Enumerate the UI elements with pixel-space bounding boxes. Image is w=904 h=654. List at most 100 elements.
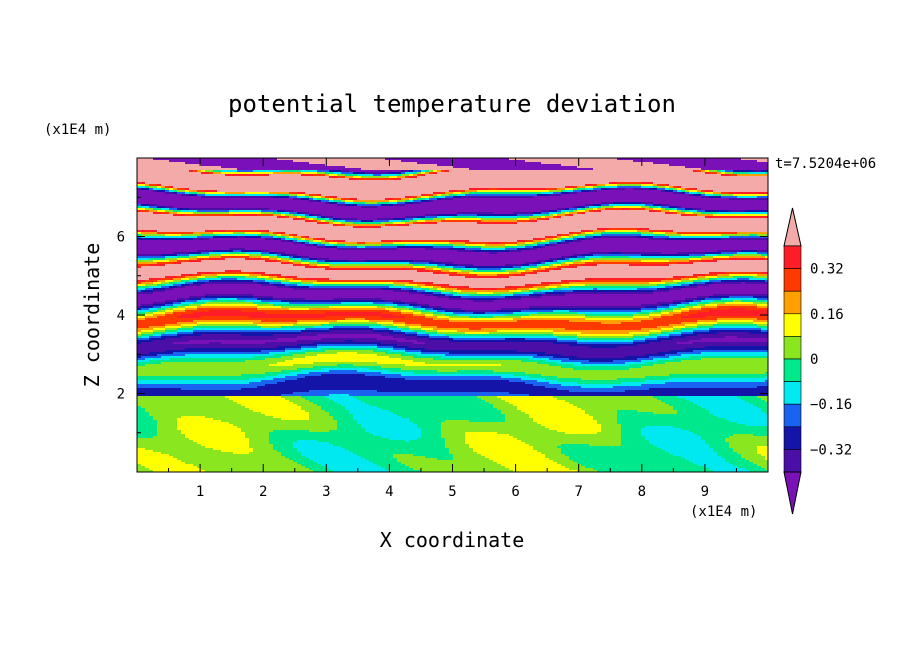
- contour-cell: [565, 172, 570, 175]
- contour-cell: [501, 166, 506, 169]
- contour-cell: [149, 160, 154, 163]
- contour-cell: [241, 174, 246, 177]
- contour-cell: [577, 174, 582, 177]
- contour-cell: [373, 160, 378, 163]
- contour-cell: [729, 170, 734, 173]
- contour-cell: [621, 170, 626, 173]
- contour-cell: [493, 158, 498, 161]
- contour-cell: [149, 168, 154, 171]
- contour-cell: [185, 158, 190, 161]
- contour-cell: [517, 164, 522, 167]
- contour-cell: [697, 160, 702, 163]
- contour-cell: [545, 172, 550, 175]
- contour-cell: [433, 162, 438, 165]
- contour-cell: [273, 172, 278, 175]
- contour-cell: [621, 172, 626, 175]
- contour-cell: [313, 172, 318, 175]
- contour-cell: [141, 160, 146, 163]
- contour-cell: [189, 168, 194, 171]
- contour-cell: [349, 168, 354, 171]
- contour-cell: [201, 172, 206, 175]
- contour-cell: [461, 172, 466, 175]
- contour-cell: [137, 162, 142, 165]
- contour-cell: [749, 164, 754, 167]
- contour-cell: [269, 160, 274, 163]
- contour-cell: [301, 162, 306, 165]
- contour-cell: [737, 162, 742, 165]
- contour-cell: [305, 172, 310, 175]
- contour-cell: [369, 174, 374, 177]
- contour-cell: [161, 168, 166, 171]
- contour-cell: [541, 170, 546, 173]
- contour-cell: [237, 162, 242, 165]
- contour-cell: [237, 170, 242, 173]
- contour-cell: [577, 172, 582, 175]
- contour-cell: [305, 164, 310, 167]
- contour-cell: [249, 160, 254, 163]
- contour-cell: [417, 166, 422, 169]
- contour-cell: [689, 158, 694, 161]
- contour-cell: [441, 168, 446, 171]
- contour-cell: [333, 166, 338, 169]
- contour-cell: [349, 166, 354, 169]
- contour-cell: [213, 172, 218, 175]
- contour-cell: [257, 166, 262, 169]
- contour-cell: [369, 162, 374, 165]
- contour-cell: [193, 164, 198, 167]
- contour-cell: [249, 166, 254, 169]
- contour-cell: [301, 158, 306, 161]
- contour-cell: [417, 174, 422, 177]
- contour-cell: [497, 170, 502, 173]
- contour-cell: [389, 162, 394, 165]
- contour-cell: [401, 158, 406, 161]
- contour-cell: [209, 162, 214, 165]
- contour-cell: [177, 174, 182, 177]
- contour-cell: [273, 166, 278, 169]
- contour-cell: [313, 170, 318, 173]
- contour-cell: [489, 162, 494, 165]
- contour-cell: [205, 168, 210, 171]
- contour-cell: [417, 160, 422, 163]
- contour-cell: [701, 158, 706, 161]
- contour-cell: [737, 158, 742, 161]
- contour-cell: [601, 172, 606, 175]
- contour-cell: [325, 170, 330, 173]
- contour-cell: [337, 162, 342, 165]
- contour-cell: [449, 158, 454, 161]
- contour-cell: [461, 158, 466, 161]
- contour-cell: [333, 158, 338, 161]
- contour-cell: [161, 158, 166, 161]
- contour-cell: [313, 164, 318, 167]
- contour-cell: [141, 172, 146, 175]
- contour-cell: [581, 158, 586, 161]
- contour-cell: [173, 160, 178, 163]
- contour-cell: [301, 174, 306, 177]
- contour-cell: [277, 172, 282, 175]
- contour-cell: [245, 174, 250, 177]
- contour-cell: [313, 166, 318, 169]
- contour-cell: [701, 168, 706, 171]
- contour-cell: [157, 166, 162, 169]
- contour-cell: [189, 164, 194, 167]
- contour-cell: [457, 170, 462, 173]
- contour-cell: [565, 168, 570, 171]
- contour-cell: [717, 168, 722, 171]
- contour-cell: [713, 164, 718, 167]
- contour-cell: [617, 158, 622, 161]
- contour-cell: [641, 158, 646, 161]
- contour-cell: [173, 174, 178, 177]
- contour-cell: [257, 170, 262, 173]
- contour-cell: [469, 166, 474, 169]
- contour-cell: [229, 164, 234, 167]
- contour-cell: [437, 172, 442, 175]
- contour-cell: [717, 162, 722, 165]
- contour-cell: [333, 168, 338, 171]
- contour-cell: [517, 162, 522, 165]
- contour-cell: [733, 162, 738, 165]
- contour-cell: [577, 170, 582, 173]
- contour-cell: [737, 172, 742, 175]
- contour-cell: [665, 164, 670, 167]
- contour-cell: [601, 158, 606, 161]
- contour-cell: [373, 164, 378, 167]
- contour-cell: [681, 164, 686, 167]
